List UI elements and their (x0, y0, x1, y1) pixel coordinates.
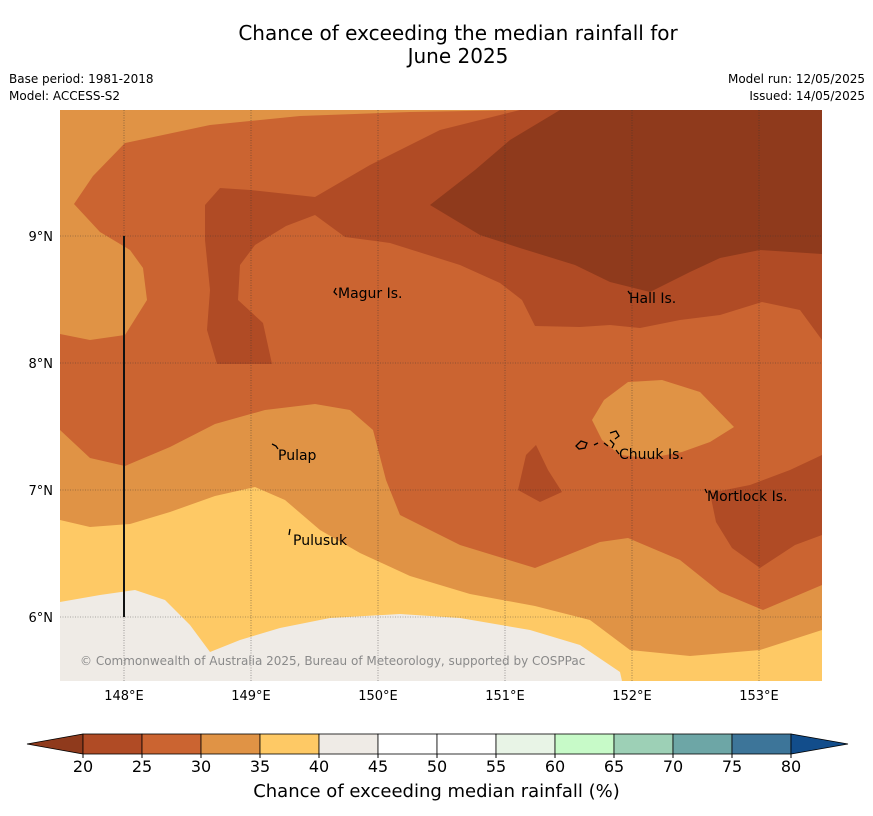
chuuk-island-shape (575, 430, 620, 455)
colorbar-tick-label: 55 (486, 757, 506, 776)
pulusuk-island-shape (288, 528, 291, 536)
lon-label-150e: 150°E (358, 689, 398, 704)
colorbar-tick-label: 45 (368, 757, 388, 776)
lat-label-7n: 7°N (29, 484, 54, 499)
colorbar-extend-high (790, 733, 849, 755)
pulap-island-shape (271, 443, 279, 450)
lat-label-8n: 8°N (29, 357, 54, 372)
mortlock-island-shape (704, 488, 708, 494)
lon-label-148e: 148°E (104, 689, 144, 704)
place-label-mortlock: Mortlock Is. (707, 489, 787, 505)
colorbar-box (495, 733, 556, 755)
field-40-45 (60, 590, 622, 681)
colorbar-tick-label: 40 (309, 757, 329, 776)
lon-label-153e: 153°E (739, 689, 779, 704)
colorbar-box (672, 733, 733, 755)
place-label-chuuk: Chuuk Is. (619, 447, 684, 463)
title-line-2: June 2025 (407, 44, 509, 68)
field-20-25-small (518, 445, 562, 502)
place-label-magur: Magur Is. (338, 286, 403, 302)
chart-title: Chance of exceeding the median rainfall … (0, 22, 873, 68)
meta-right: Model run: 12/05/2025 Issued: 14/05/2025 (728, 71, 865, 105)
colorbar-tick-label: 50 (427, 757, 447, 776)
colorbar-tick-label: 65 (604, 757, 624, 776)
colorbar-tick-label: 75 (722, 757, 742, 776)
lat-label-6n: 6°N (29, 611, 54, 626)
colorbar-box (731, 733, 792, 755)
magur-island-shape (333, 287, 338, 296)
colorbar-box (259, 733, 320, 755)
colorbar-box (613, 733, 674, 755)
colorbar-box (141, 733, 202, 755)
island-outlines (271, 287, 708, 536)
lat-label-9n: 9°N (29, 230, 54, 245)
model-run-text: Model run: 12/05/2025 (727, 72, 865, 86)
field-20-25-se (710, 455, 822, 568)
copyright-text: © Commonwealth of Australia 2025, Bureau… (80, 654, 585, 668)
colorbar-title: Chance of exceeding median rainfall (%) (253, 781, 620, 802)
colorbar-tick-label: 20 (73, 757, 93, 776)
field-30-35-chuuk (592, 380, 734, 458)
contour-fields (60, 110, 822, 681)
base-period-text: Base period: 1981-2018 (9, 72, 154, 86)
lon-label-152e: 152°E (612, 689, 652, 704)
lon-label-151e: 151°E (485, 689, 525, 704)
colorbar-extend-low (26, 733, 84, 755)
colorbar-tick-label: 35 (250, 757, 270, 776)
model-text: Model: ACCESS-S2 (9, 89, 121, 103)
graticule (60, 110, 822, 681)
colorbar-box (200, 733, 261, 755)
colorbar-box (82, 733, 143, 755)
issued-text: Issued: 14/05/2025 (749, 89, 865, 103)
place-label-pulusuk: Pulusuk (293, 533, 348, 549)
field-35-40 (60, 487, 822, 681)
field-30-35-nw (60, 110, 520, 340)
field-below-20 (430, 110, 822, 292)
colorbar-tick-label: 60 (545, 757, 565, 776)
meta-left: Base period: 1981-2018 Model: ACCESS-S2 (9, 71, 154, 105)
colorbar-tick-label: 30 (191, 757, 211, 776)
place-label-pulap: Pulap (278, 448, 317, 464)
lon-label-149e: 149°E (231, 689, 271, 704)
colorbar-box (554, 733, 615, 755)
place-label-hall: Hall Is. (629, 291, 676, 307)
colorbar-box (377, 733, 438, 755)
colorbar-tick-label: 25 (132, 757, 152, 776)
colorbar-tick-label: 80 (781, 757, 801, 776)
title-line-1: Chance of exceeding the median rainfall … (238, 21, 678, 45)
colorbar: 20 25 30 35 40 45 50 55 60 65 70 75 80 (26, 733, 849, 776)
hall-island-shape (627, 290, 631, 295)
colorbar-box (436, 733, 497, 755)
colorbar-box (318, 733, 379, 755)
colorbar-tick-label: 70 (663, 757, 683, 776)
